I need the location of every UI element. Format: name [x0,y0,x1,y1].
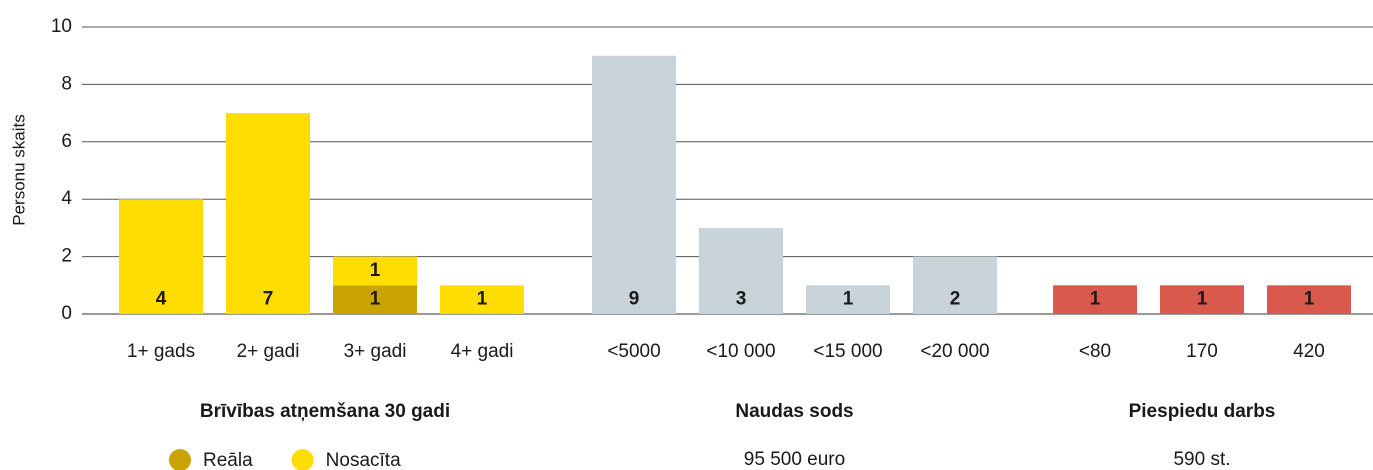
data-label: 3 [736,289,747,310]
legend-swatch [169,449,191,470]
data-label: 1 [370,289,381,310]
x-tick-label: <20 000 [920,341,989,362]
y-axis-label: Personu skaits [9,114,28,226]
x-tick-label: 1+ gads [127,341,195,362]
x-tick-label: 4+ gadi [451,341,514,362]
y-tick-label: 2 [61,246,72,267]
data-label: 1 [843,289,854,310]
bar-segment [699,227,783,314]
y-tick-label: 6 [61,131,72,152]
bar-segment [333,285,417,314]
y-tick-label: 10 [51,16,72,37]
group-title: Piespiedu darbs [1129,401,1276,422]
bar-segment [913,256,997,314]
x-tick-label: 2+ gadi [237,341,300,362]
bar-segment [440,285,524,314]
x-tick-label: <5000 [607,341,660,362]
data-label: 9 [629,289,640,310]
y-tick-label: 8 [61,73,72,94]
data-label: 1 [370,260,381,281]
legend-swatch [291,449,314,470]
data-label: 1 [477,289,488,310]
bar-segment [333,256,417,286]
legend-label: Reāla [203,450,253,470]
data-label: 2 [950,289,961,310]
data-label: 1 [1090,289,1101,310]
data-label: 1 [1304,289,1315,310]
x-tick-label: 3+ gadi [344,341,407,362]
legend-label: Nosacīta [326,450,401,470]
data-label: 4 [156,289,167,310]
x-tick-label: <10 000 [706,341,775,362]
data-label: 1 [1197,289,1208,310]
bar-segment [119,199,203,314]
x-tick-label: <15 000 [813,341,882,362]
x-tick-label: 420 [1293,341,1325,362]
group-title: Brīvības atņemšana 30 gadi [200,401,450,422]
data-label: 7 [263,289,274,310]
group-subtitle: 95 500 euro [744,449,845,470]
bar-segment [1160,285,1244,314]
x-tick-label: 170 [1186,341,1218,362]
bar-segment [1267,285,1351,314]
y-tick-label: 0 [61,303,72,324]
bar-segment [1053,285,1137,314]
bar-segment [806,285,890,314]
y-tick-label: 4 [61,188,72,209]
bar-segment [592,55,676,314]
x-tick-label: <80 [1079,341,1111,362]
bar-segment [226,113,310,314]
group-subtitle: 590 st. [1173,449,1230,470]
group-title: Naudas sods [735,401,853,422]
